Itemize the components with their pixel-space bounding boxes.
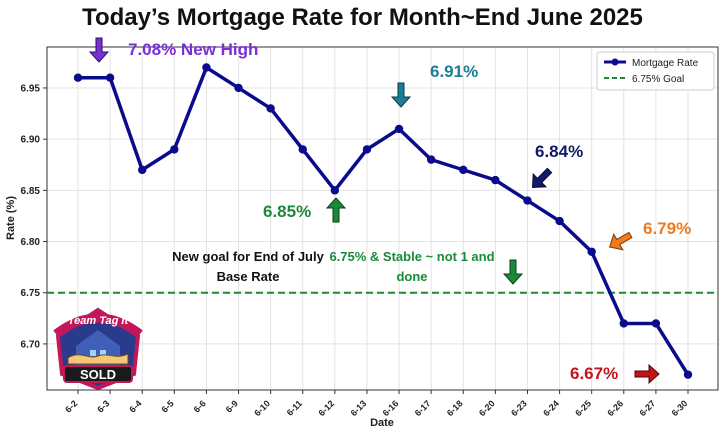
- plot-frame: [46, 46, 719, 391]
- data-point: [234, 83, 243, 93]
- data-point: [73, 73, 83, 82]
- data-point: [555, 216, 564, 226]
- down-left-arrow-icon: [531, 167, 553, 189]
- data-point: [330, 186, 340, 195]
- y-tick-label: 6.90: [21, 135, 41, 146]
- data-point: [683, 370, 693, 379]
- down-arrow-icon: [390, 82, 412, 108]
- data-point: [170, 145, 179, 154]
- x-tick-label: 6-24: [541, 398, 561, 418]
- data-point: [619, 319, 628, 328]
- x-tick-label: 6-16: [381, 398, 401, 418]
- data-point: [394, 124, 404, 134]
- gridlines: [47, 47, 718, 390]
- data-point: [266, 104, 275, 113]
- x-tick-label: 6-26: [605, 398, 625, 418]
- annotation-667: 6.67%: [570, 364, 619, 383]
- team-tag-it-logo: Team Tag It SOLD: [53, 307, 143, 390]
- y-tick-label: 6.85: [21, 186, 41, 197]
- data-point: [298, 145, 307, 154]
- y-axis-ticks: 6.70 6.75 6.80 6.85 6.90 6.95: [21, 83, 47, 350]
- x-tick-label: 6-30: [670, 398, 690, 418]
- logo-text-top: Team Tag It: [68, 315, 130, 327]
- data-point: [362, 145, 372, 154]
- mortgage-rate-line: [78, 65, 690, 376]
- annotation-684: 6.84%: [535, 142, 584, 161]
- down-arrow-icon: [88, 37, 110, 63]
- x-tick-label: 6-12: [316, 398, 336, 418]
- goal-note: New goal for End of July Base Rate: [172, 249, 324, 284]
- logo-text-bottom: SOLD: [80, 367, 116, 382]
- data-points: [73, 63, 693, 379]
- data-point: [105, 73, 115, 82]
- y-axis-label: Rate (%): [5, 196, 17, 240]
- x-axis-label: Date: [370, 417, 394, 429]
- x-tick-label: 6-20: [477, 398, 497, 418]
- up-arrow-icon: [325, 197, 347, 223]
- annotation-679: 6.79%: [643, 219, 692, 238]
- x-tick-label: 6-27: [637, 398, 657, 418]
- data-point: [459, 165, 468, 175]
- legend-entry-goal: 6.75% Goal: [632, 74, 684, 85]
- x-tick-label: 6-23: [509, 398, 529, 418]
- x-tick-label: 6-18: [445, 398, 465, 418]
- x-tick-label: 6-2: [63, 398, 79, 414]
- chart-title: Today’s Mortgage Rate for Month~End June…: [82, 4, 643, 31]
- x-tick-label: 6-10: [252, 398, 272, 418]
- x-tick-label: 6-17: [413, 398, 433, 418]
- stable-note: 6.75% & Stable ~ not 1 and done: [329, 249, 495, 284]
- data-point: [651, 319, 661, 328]
- x-tick-label: 6-9: [224, 398, 240, 414]
- down-left-arrow-icon: [608, 231, 633, 251]
- x-tick-label: 6-5: [159, 398, 175, 414]
- annotation-new-high: 7.08% New High: [128, 40, 259, 59]
- x-tick-label: 6-3: [95, 398, 111, 414]
- y-tick-label: 6.70: [21, 339, 41, 350]
- data-point: [587, 247, 596, 256]
- data-point: [138, 165, 147, 175]
- data-point: [202, 63, 211, 72]
- annotation-685: 6.85%: [263, 202, 312, 221]
- y-tick-label: 6.80: [21, 237, 41, 248]
- x-tick-label: 6-25: [573, 398, 593, 418]
- down-arrow-icon: [502, 259, 524, 285]
- x-tick-label: 6-4: [127, 398, 143, 414]
- x-axis-ticks: 6-2 6-3 6-4 6-5 6-6 6-9 6-10 6-11 6-12 6-13 6-16 6-…: [63, 390, 689, 418]
- data-point: [426, 155, 436, 164]
- right-arrow-icon: [634, 363, 660, 385]
- legend: Mortgage Rate 6.75% Goal: [596, 51, 715, 91]
- x-tick-label: 6-11: [285, 398, 304, 417]
- legend-entry-mortgage-rate: Mortgage Rate: [632, 58, 699, 69]
- y-tick-label: 6.75: [21, 288, 41, 299]
- data-point: [523, 196, 532, 205]
- x-tick-label: 6-13: [349, 398, 369, 418]
- y-tick-label: 6.95: [21, 83, 41, 94]
- annotation-691: 6.91%: [430, 62, 479, 81]
- x-tick-label: 6-6: [192, 398, 208, 414]
- data-point: [491, 175, 500, 185]
